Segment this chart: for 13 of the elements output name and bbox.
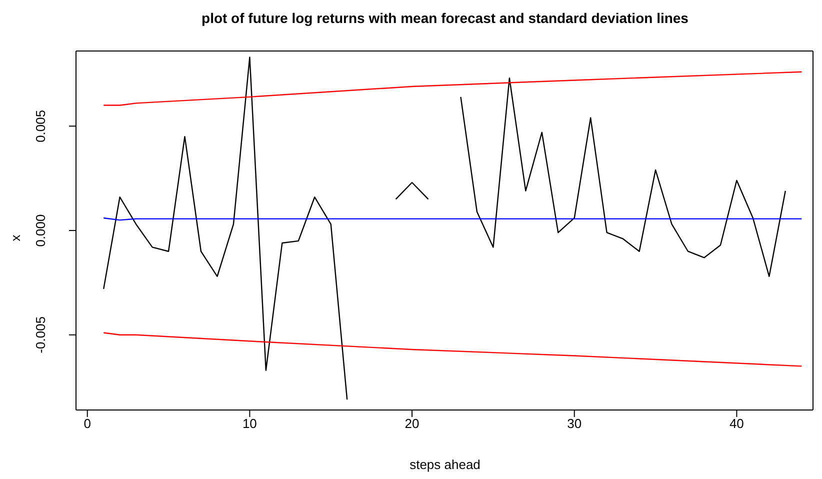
line-series [102,71,802,106]
y-tick-label: 0.005 [33,110,48,142]
y-axis-title: x [8,234,24,244]
line-series [102,332,802,367]
y-tick-label: 0.000 [33,214,48,247]
y-tick-label: -0.005 [33,316,48,354]
x-tick-label: 0 [84,416,91,432]
x-axis-title: steps ahead [408,457,482,472]
chart-title: plot of future log returns with mean forecast and standard deviation lines [200,10,690,26]
x-tick-label: 40 [729,416,744,432]
x-tick-label: 10 [242,416,257,432]
x-tick-label: 20 [404,416,420,432]
x-tick-label: 30 [567,416,582,432]
